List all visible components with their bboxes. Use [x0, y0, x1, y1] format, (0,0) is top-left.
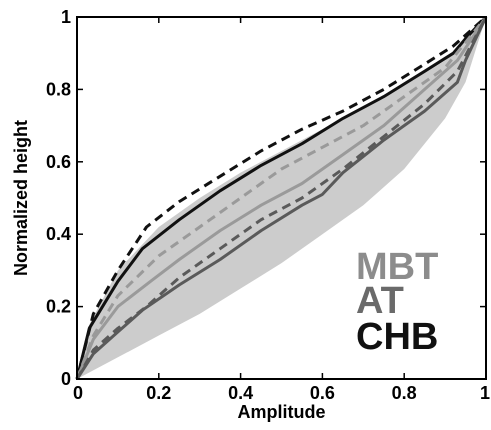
x-tick-label: 0.2	[146, 383, 171, 403]
series-line-at-dashed	[75, 16, 488, 380]
y-axis-label: Normalized height	[11, 120, 31, 276]
legend-label-at: AT	[356, 280, 404, 322]
x-ticks: 0 0.2 0.4 0.6 0.8 1	[73, 17, 490, 403]
x-tick-label: 0.8	[392, 383, 417, 403]
plot-frame	[76, 16, 487, 380]
series-layer	[75, 15, 488, 380]
y-ticks: 0 0.2 0.4 0.6 0.8 1	[46, 7, 486, 389]
series-line-chb-solid	[75, 15, 488, 380]
legend-label-chb: CHB	[356, 316, 438, 358]
series-line-mbt-dashed	[75, 16, 488, 380]
y-tick-label: 0.4	[46, 224, 71, 244]
series-line-chb-dashed	[75, 15, 487, 380]
legend-label-mbt: MBT	[356, 246, 438, 288]
shaded-band	[77, 17, 486, 379]
x-tick-label: 0.4	[228, 383, 253, 403]
series-line-mbt-solid	[75, 16, 488, 380]
series-line-at-solid	[75, 16, 488, 380]
x-tick-label: 0.6	[310, 383, 335, 403]
x-tick-label: 0	[73, 383, 83, 403]
y-tick-label: 0.2	[46, 297, 71, 317]
x-tick-label: 1	[480, 383, 490, 403]
shaded-band-layer	[77, 17, 486, 379]
y-tick-label: 1	[61, 7, 71, 27]
y-tick-label: 0.6	[46, 152, 71, 172]
y-tick-label: 0	[61, 369, 71, 389]
y-tick-label: 0.8	[46, 79, 71, 99]
x-axis-label: Amplitude	[238, 402, 326, 422]
